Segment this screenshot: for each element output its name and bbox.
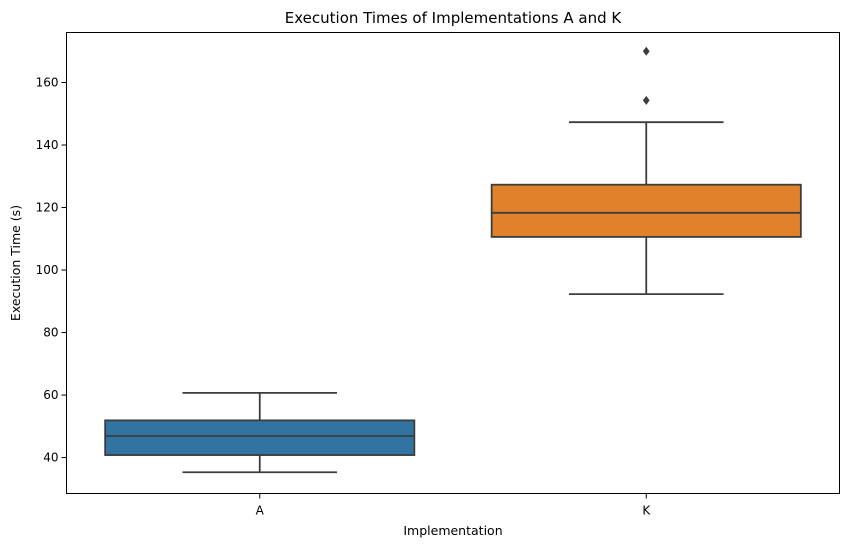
- box-k: [490, 46, 802, 295]
- y-axis: 40 60 80 100 120 140 160: [36, 76, 67, 465]
- plot-frame: [66, 32, 840, 494]
- y-tick-label: 40: [43, 451, 58, 465]
- x-tick-label: K: [642, 504, 651, 518]
- y-tick-label: 140: [36, 138, 59, 152]
- x-tick-label: A: [256, 504, 265, 518]
- y-tick-label: 160: [36, 76, 59, 90]
- y-tick-label: 100: [36, 263, 59, 277]
- iqr-box: [104, 419, 416, 456]
- plot-area: [104, 46, 802, 474]
- box-a: [104, 391, 416, 474]
- chart-title: Execution Times of Implementations A and…: [285, 9, 623, 27]
- outlier-point: [642, 46, 650, 56]
- outlier-point: [642, 95, 650, 105]
- y-tick-label: 120: [36, 201, 59, 215]
- y-axis-label: Execution Time (s): [8, 205, 23, 321]
- y-tick-label: 80: [43, 326, 58, 340]
- iqr-box: [490, 183, 802, 238]
- y-tick-label: 60: [43, 388, 58, 402]
- x-axis-label: Implementation: [403, 523, 502, 538]
